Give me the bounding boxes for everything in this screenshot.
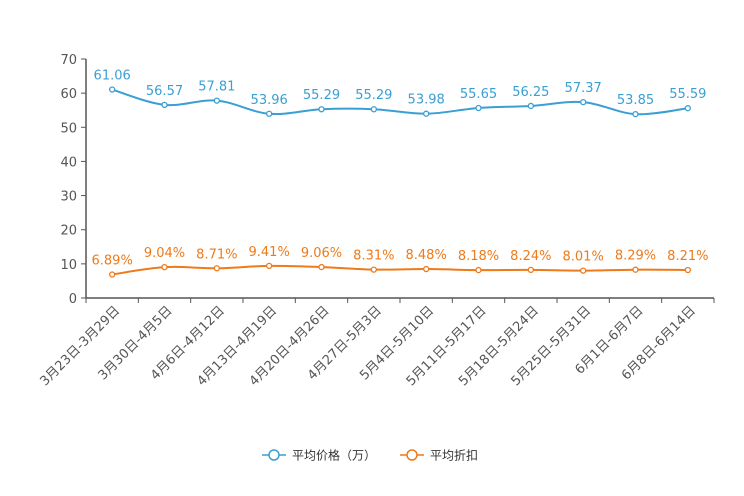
data-point: [266, 110, 273, 117]
data-point: [370, 106, 377, 113]
data-point: [580, 267, 587, 274]
data-point: [475, 104, 482, 112]
legend-label: 平均折扣: [430, 448, 478, 463]
series-price: 61.06 56.57 57.81 53.96 55.29 55.29 53.98 55.65…: [94, 69, 706, 118]
data-point: [527, 102, 534, 110]
data-point: [213, 265, 220, 272]
data-point: [318, 106, 325, 113]
axes: 0102030405060703月23日-3月29日3月30日-4月5日4月6日…: [37, 53, 715, 389]
data-label: 8.18%: [458, 249, 499, 264]
data-point: [684, 266, 691, 274]
y-tick-label: 60: [60, 87, 77, 102]
legend-label: 平均价格（万）: [292, 448, 376, 463]
data-point: [109, 271, 116, 278]
y-tick-label: 0: [69, 292, 77, 307]
data-point: [318, 263, 325, 271]
legend-item-price: 平均价格（万）: [262, 448, 376, 463]
data-point: [161, 101, 168, 109]
data-label: 57.81: [198, 80, 235, 95]
data-label: 57.37: [565, 81, 602, 96]
data-label: 55.29: [355, 88, 392, 103]
data-label: 9.41%: [249, 245, 290, 260]
series-line: [112, 264, 688, 276]
data-label: 53.85: [617, 93, 654, 108]
data-label: 53.96: [251, 93, 288, 108]
data-label: 55.59: [669, 87, 706, 102]
data-label: 9.06%: [301, 246, 342, 261]
data-label: 55.65: [460, 87, 497, 102]
y-tick-label: 10: [60, 258, 77, 273]
data-label: 8.48%: [406, 248, 447, 263]
data-point: [632, 266, 639, 273]
data-label: 8.71%: [196, 247, 237, 262]
data-label: 8.24%: [510, 249, 551, 264]
data-point: [109, 86, 116, 93]
series-layer: 61.06 56.57 57.81 53.96 55.29 55.29 53.98 55.65…: [92, 69, 708, 278]
legend-item-discount: 平均折扣: [400, 448, 478, 463]
data-point: [684, 105, 691, 112]
data-point: [527, 266, 534, 274]
y-tick-label: 40: [60, 155, 77, 170]
data-label: 56.57: [146, 84, 183, 99]
data-point: [370, 266, 377, 273]
y-tick-label: 30: [60, 190, 77, 205]
data-label: 55.29: [303, 88, 340, 103]
data-label: 61.06: [94, 69, 131, 84]
y-tick-label: 50: [60, 121, 77, 136]
data-point: [161, 263, 168, 271]
data-label: 56.25: [512, 85, 549, 100]
legend-marker-icon: [406, 449, 418, 461]
data-point: [632, 110, 639, 118]
series-line: [111, 88, 688, 116]
series-discount: 6.89% 9.04% 8.71% 9.41% 9.06% 8.31% 8.48% 8.18%…: [92, 245, 708, 278]
data-point: [580, 98, 587, 106]
data-label: 8.01%: [563, 250, 604, 265]
data-label: 53.98: [408, 93, 445, 108]
data-label: 6.89%: [92, 253, 133, 268]
y-tick-label: 70: [60, 53, 77, 68]
data-point: [423, 265, 430, 273]
data-point: [423, 110, 430, 117]
data-label: 8.29%: [615, 249, 656, 264]
legend-marker-icon: [268, 449, 280, 461]
data-point: [266, 262, 273, 270]
data-label: 8.21%: [667, 249, 708, 264]
data-point: [475, 266, 482, 274]
data-label: 8.31%: [353, 249, 394, 264]
data-label: 9.04%: [144, 246, 185, 261]
data-point: [213, 97, 220, 104]
y-tick-label: 20: [60, 224, 77, 239]
legend: 平均价格（万） 平均折扣: [262, 448, 478, 463]
